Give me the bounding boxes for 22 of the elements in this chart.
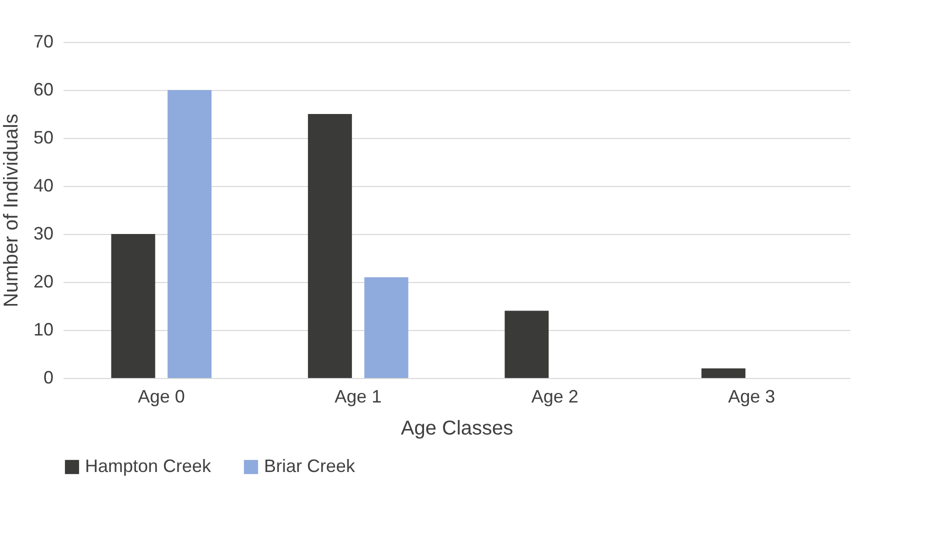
- x-tick-label: Age 0: [138, 386, 185, 406]
- bar: [504, 310, 549, 378]
- y-tick-label: 50: [33, 128, 54, 148]
- y-tick-label: 0: [43, 368, 54, 388]
- bar: [701, 368, 746, 378]
- y-tick-label: 10: [33, 320, 54, 340]
- y-tick-label: 30: [33, 224, 54, 244]
- bar: [308, 114, 352, 378]
- x-axis-title: Age Classes: [400, 418, 514, 440]
- legend-label: Hampton Creek: [85, 456, 212, 476]
- x-tick-label: Age 2: [531, 386, 578, 406]
- bar: [168, 90, 212, 378]
- y-tick-label: 20: [33, 272, 54, 292]
- x-tick-label: Age 1: [334, 386, 382, 406]
- y-tick-label: 40: [33, 176, 54, 196]
- y-tick-label: 70: [33, 32, 54, 52]
- y-axis-title: Number of Individuals: [0, 114, 22, 308]
- bar: [364, 277, 408, 378]
- x-tick-label: Age 3: [728, 386, 776, 406]
- bar: [111, 234, 156, 378]
- y-tick-label: 60: [33, 80, 54, 100]
- legend-label: Briar Creek: [264, 456, 356, 476]
